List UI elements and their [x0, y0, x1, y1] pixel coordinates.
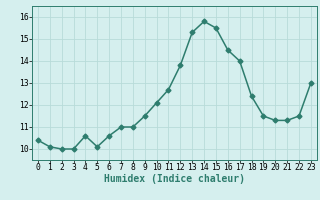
- X-axis label: Humidex (Indice chaleur): Humidex (Indice chaleur): [104, 174, 245, 184]
